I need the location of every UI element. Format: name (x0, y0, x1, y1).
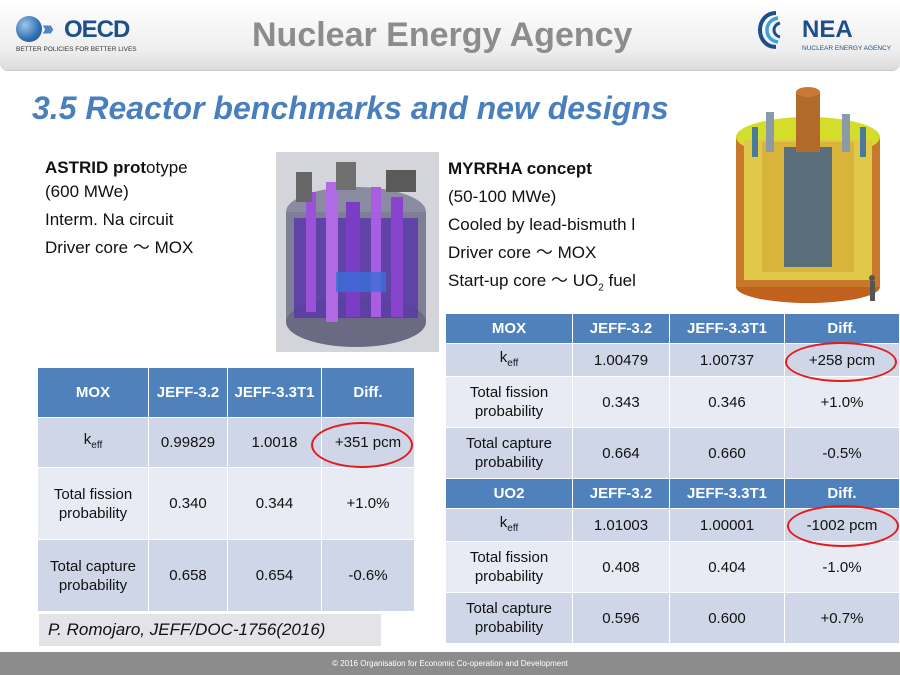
myrrha-reactor-image (736, 87, 880, 303)
oecd-logo: ››› OECD BETTER POLICIES FOR BETTER LIVE… (14, 12, 144, 56)
myrrha-name: MYRRHA concept (448, 159, 592, 178)
highlight-ring-astrid-keff (311, 422, 413, 468)
myrrha-driver-core: Driver core ～ MOX (448, 243, 597, 262)
table-header-cell: MOX (445, 313, 573, 344)
table-cell: Total capture probability (445, 592, 573, 644)
myrrha-cooling: Cooled by lead-bismuth l (448, 215, 636, 234)
oecd-tagline: BETTER POLICIES FOR BETTER LIVES (16, 46, 137, 53)
agency-title: Nuclear Energy Agency (252, 16, 633, 54)
astrid-name-bold: ASTRID prot (45, 158, 147, 177)
astrid-power: (600 MWe) (45, 182, 129, 201)
astrid-name-rest: otype (146, 158, 188, 177)
table-header-cell: Diff. (784, 313, 900, 344)
table-header-cell: Diff. (784, 478, 900, 509)
myrrha-startup-core: Start-up core ～ UO2 fuel (448, 267, 748, 302)
table-cell: 1.00001 (669, 508, 785, 542)
table-header-cell: JEFF-3.3T1 (227, 367, 322, 418)
nea-tagline: NUCLEAR ENERGY AGENCY (802, 45, 892, 52)
table-header-cell: UO2 (445, 478, 573, 509)
keff-label: keff (445, 343, 573, 377)
table-header-cell: MOX (37, 367, 149, 418)
table-cell: -1.0% (784, 541, 900, 593)
oecd-wordmark: OECD (64, 16, 130, 43)
table-cell: 0.340 (148, 467, 228, 540)
table-header-cell: Diff. (321, 367, 415, 418)
table-cell: Total capture probability (37, 539, 149, 612)
keff-sub: eff (91, 440, 103, 451)
table-header-cell: JEFF-3.2 (572, 478, 670, 509)
myrrha-startup-fuel: fuel (603, 271, 636, 290)
table-cell: 0.596 (572, 592, 670, 644)
astrid-reactor-image (276, 152, 439, 352)
table-cell: Total capture probability (445, 427, 573, 479)
table-row: Total fission probability 0.340 0.344 +1… (37, 467, 415, 540)
astrid-circuit: Interm. Na circuit (45, 210, 174, 229)
keff-base: k (83, 431, 92, 448)
myrrha-description: MYRRHA concept (50-100 MWe) Cooled by le… (448, 155, 748, 302)
nea-logo: NEA NUCLEAR ENERGY AGENCY (756, 8, 892, 58)
table-row: Total fission probability 0.408 0.404 -1… (445, 541, 900, 593)
table-cell: 0.404 (669, 541, 785, 593)
table-cell: +1.0% (784, 376, 900, 428)
keff-label: keff (37, 417, 149, 468)
nea-wordmark: NEA (802, 16, 853, 43)
table-cell: 0.658 (148, 539, 228, 612)
table-cell: Total fission probability (445, 541, 573, 593)
myrrha-power: (50-100 MWe) (448, 187, 557, 206)
nea-emblem-icon (757, 11, 781, 49)
table-cell: 1.00479 (572, 343, 670, 377)
table-cell: 0.654 (227, 539, 322, 612)
table-cell: 0.343 (572, 376, 670, 428)
keff-sub: eff (507, 522, 519, 534)
table-row: Total capture probability 0.664 0.660 -0… (445, 427, 900, 479)
table-header-cell: JEFF-3.2 (572, 313, 670, 344)
citation: P. Romojaro, JEFF/DOC-1756(2016) (39, 614, 381, 646)
table-header-cell: JEFF-3.3T1 (669, 478, 785, 509)
table-header-cell: JEFF-3.3T1 (669, 313, 785, 344)
globe-icon (16, 16, 42, 42)
table-cell: 1.01003 (572, 508, 670, 542)
table-cell: 0.346 (669, 376, 785, 428)
highlight-ring-mox-keff (785, 342, 897, 382)
table-cell: Total fission probability (445, 376, 573, 428)
keff-base: k (499, 513, 508, 531)
footer-copyright: © 2016 Organisation for Economic Co-oper… (332, 659, 568, 668)
table-cell: 0.344 (227, 467, 322, 540)
table-cell: 0.660 (669, 427, 785, 479)
footer-bar: © 2016 Organisation for Economic Co-oper… (0, 652, 900, 675)
table-cell: 0.664 (572, 427, 670, 479)
keff-sub: eff (507, 357, 519, 369)
myrrha-startup-sub: 2 (598, 282, 604, 294)
astrid-driver-core: Driver core ～ MOX (45, 238, 194, 257)
keff-base: k (499, 348, 508, 366)
table-cell: 0.408 (572, 541, 670, 593)
table-cell: +1.0% (321, 467, 415, 540)
keff-label: keff (445, 508, 573, 542)
chevrons-icon: ››› (42, 18, 54, 40)
table-cell: 0.99829 (148, 417, 228, 468)
highlight-ring-uo2-keff (787, 505, 899, 547)
astrid-benchmark-table: MOX JEFF-3.2 JEFF-3.3T1 Diff. keff 0.998… (37, 367, 415, 612)
table-cell: -0.5% (784, 427, 900, 479)
table-row: Total capture probability 0.658 0.654 -0… (37, 539, 415, 612)
table-row: Total fission probability 0.343 0.346 +1… (445, 376, 900, 428)
astrid-name: ASTRID prototype (600 MWe) (45, 156, 255, 204)
table-header-cell: JEFF-3.2 (148, 367, 228, 418)
myrrha-startup-text: Start-up core ～ UO (448, 271, 599, 290)
slide-title: 3.5 Reactor benchmarks and new designs (32, 90, 669, 126)
table-cell: 1.00737 (669, 343, 785, 377)
table-cell: +0.7% (784, 592, 900, 644)
table-row: Total capture probability 0.596 0.600 +0… (445, 592, 900, 644)
header-bar: ››› OECD BETTER POLICIES FOR BETTER LIVE… (0, 0, 900, 71)
table-cell: 1.0018 (227, 417, 322, 468)
table-cell: 0.600 (669, 592, 785, 644)
astrid-description: ASTRID prototype (600 MWe) Interm. Na cir… (45, 156, 255, 264)
table-cell: Total fission probability (37, 467, 149, 540)
table-cell: -0.6% (321, 539, 415, 612)
